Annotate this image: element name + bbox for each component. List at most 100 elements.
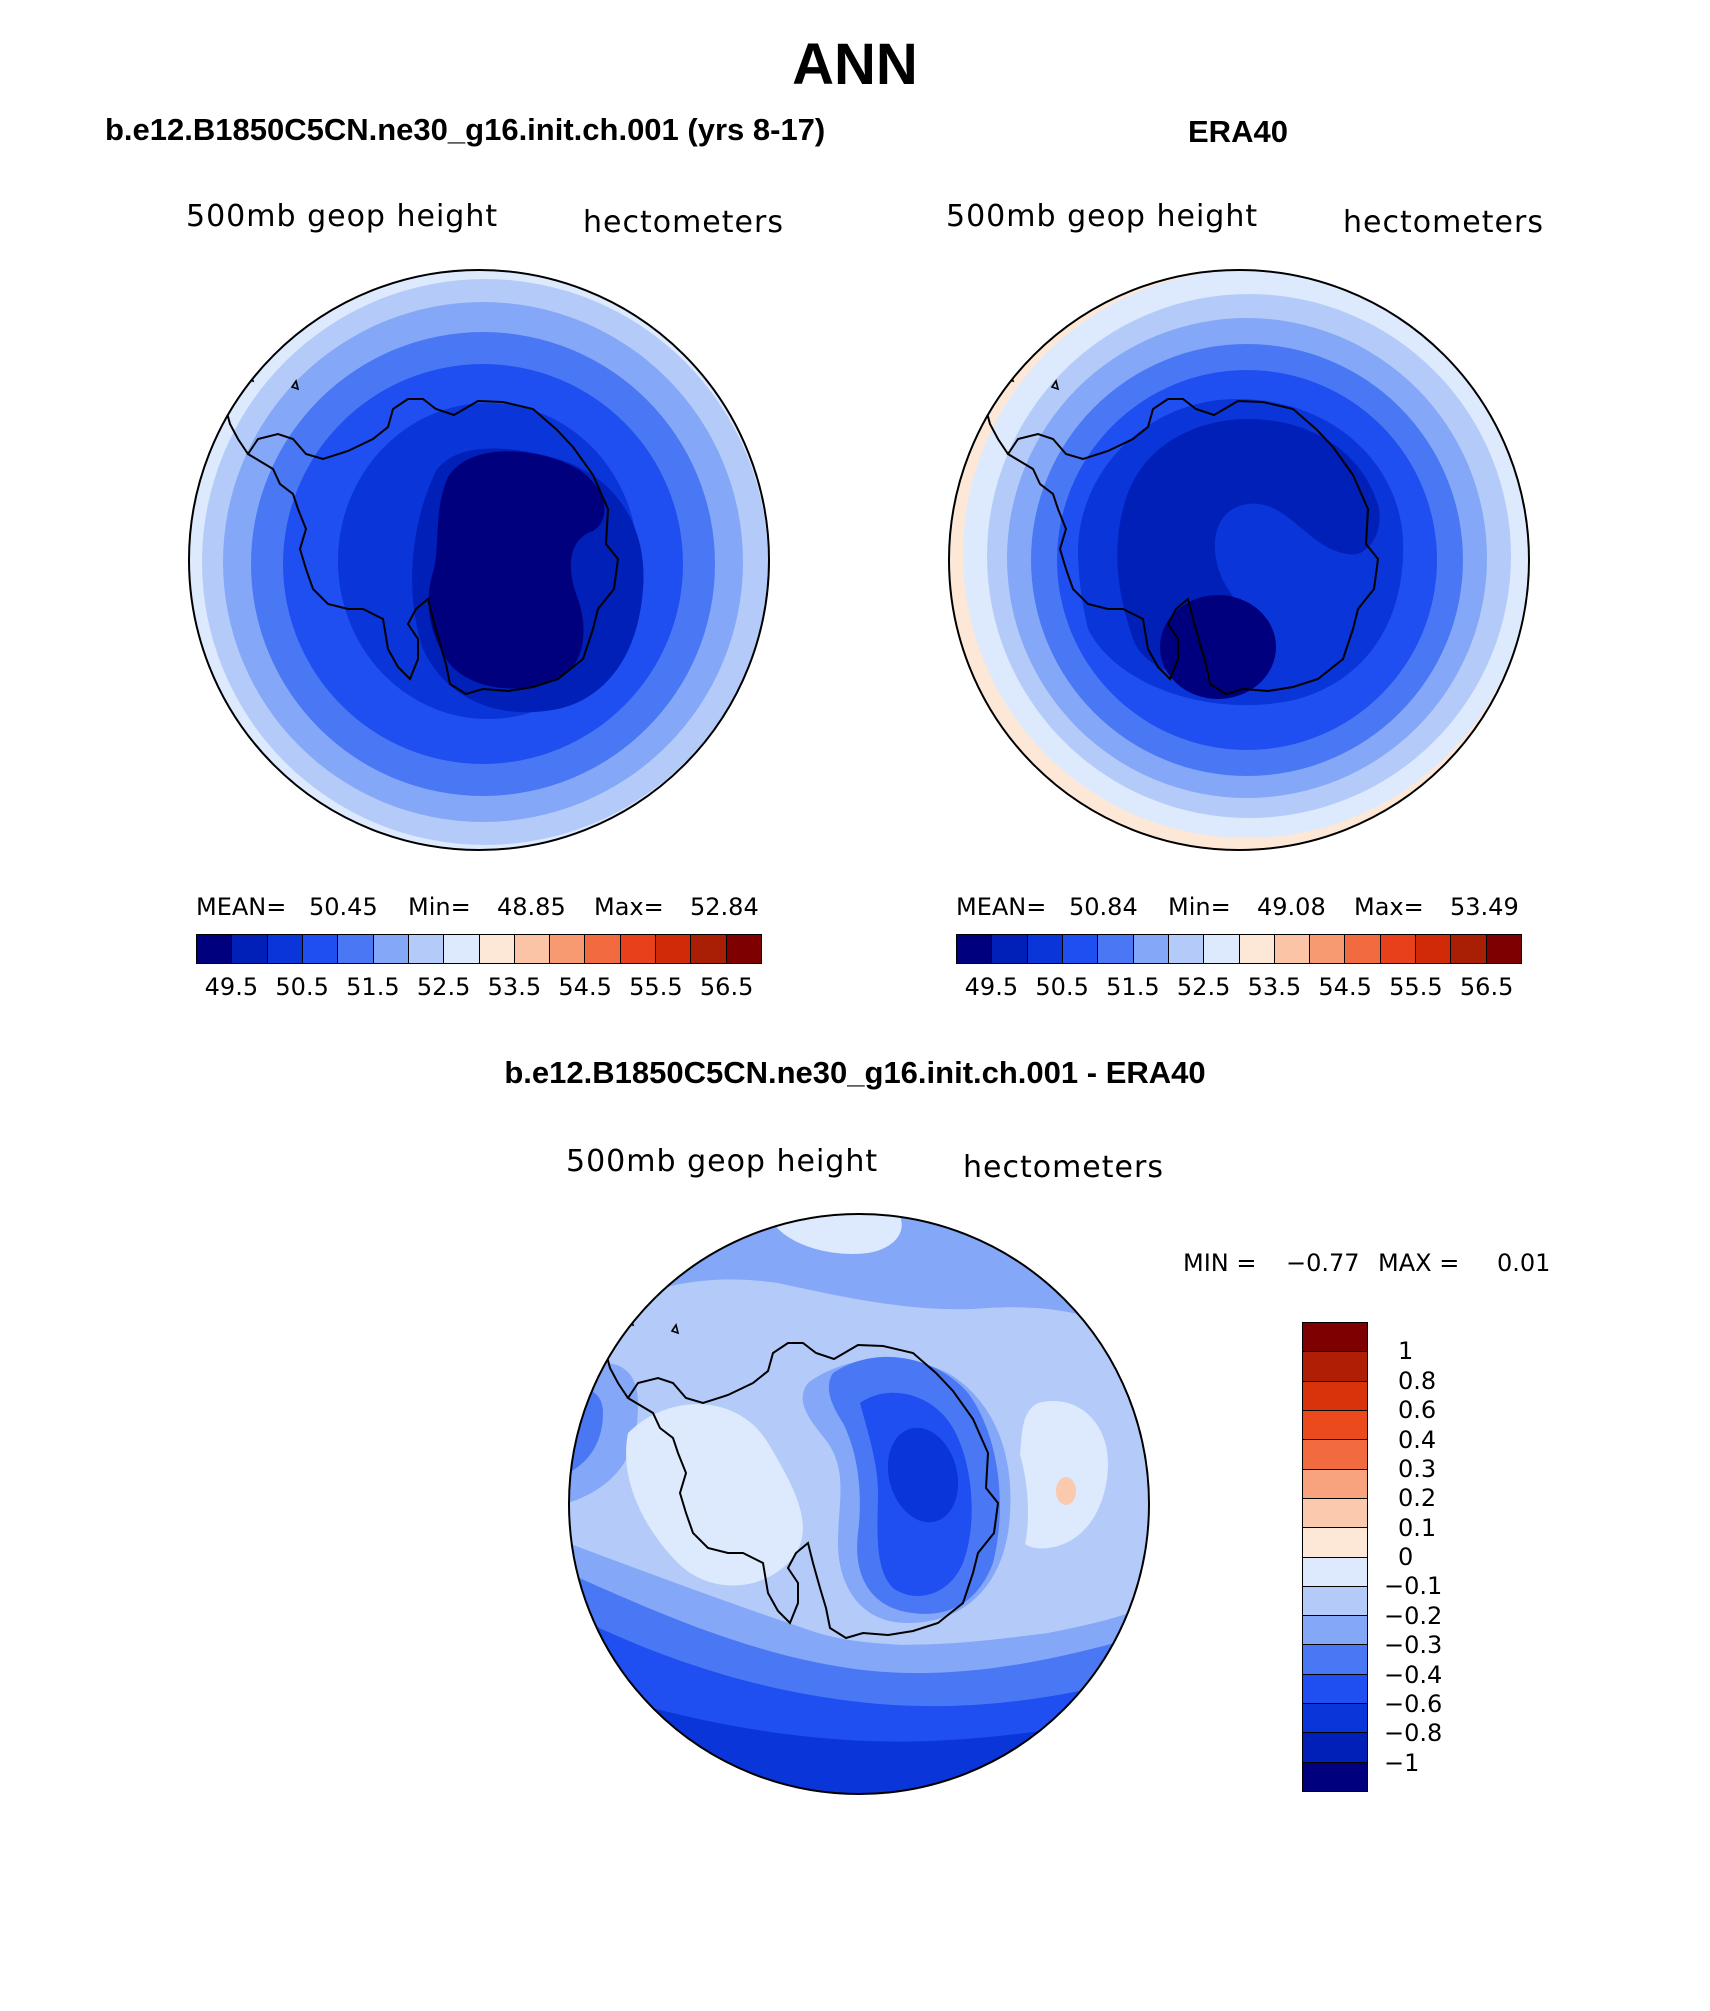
obs-colorbar-swatch	[1486, 935, 1521, 963]
diff-band-near0-top	[768, 1214, 902, 1254]
model-panel-title: b.e12.B1850C5CN.ne30_g16.init.ch.001 (yr…	[105, 112, 826, 147]
obs-colorbar-tick-label: 50.5	[1035, 973, 1089, 1001]
model-colorbar-swatch	[585, 935, 621, 963]
obs-colorbar-swatch	[1274, 935, 1311, 963]
obs-colorbar-swatch	[1027, 935, 1063, 963]
diff-colorbar-swatch	[1303, 1557, 1367, 1587]
obs-colorbar-tick-label: 55.5	[1389, 973, 1443, 1001]
diff-colorbar-swatch	[1303, 1704, 1367, 1734]
obs-min-region	[1160, 595, 1276, 699]
obs-units-label: hectometers	[1343, 205, 1544, 240]
obs-max-value: 53.49	[1450, 893, 1519, 921]
obs-polar-map	[948, 269, 1530, 851]
model-min-value: 48.85	[497, 893, 566, 921]
model-colorbar-swatch	[550, 935, 586, 963]
model-colorbar-swatch	[373, 935, 409, 963]
obs-colorbar-swatch	[1168, 935, 1205, 963]
model-colorbar-ticks: 49.5 50.5 51.5 52.5 53.5 54.5 55.5 56.5	[196, 973, 762, 1001]
model-colorbar-tick-label: 54.5	[558, 973, 612, 1001]
diff-min-label: MIN =	[1183, 1249, 1257, 1277]
model-max-value: 52.84	[690, 893, 759, 921]
obs-colorbar-swatch	[957, 935, 993, 963]
diff-colorbar-swatch	[1303, 1469, 1367, 1499]
model-colorbar-tick-label: 51.5	[346, 973, 400, 1001]
diff-colorbar-tick-label: −0.3	[1384, 1631, 1443, 1660]
diff-polar-map	[568, 1213, 1150, 1795]
diff-colorbar-swatch	[1303, 1733, 1367, 1763]
model-colorbar-tick-label: 56.5	[699, 973, 754, 1001]
obs-colorbar-tick-label: 52.5	[1176, 973, 1231, 1001]
model-mean-label: MEAN=	[196, 893, 287, 921]
model-colorbar-swatch	[444, 935, 480, 963]
model-colorbar-swatch	[514, 935, 551, 963]
obs-colorbar-ticks: 49.5 50.5 51.5 52.5 53.5 54.5 55.5 56.5	[956, 973, 1522, 1001]
diff-band-near0-right	[1012, 1401, 1108, 1549]
diff-variable-label: 500mb geop height	[566, 1144, 879, 1179]
model-colorbar-swatch	[656, 935, 692, 963]
model-colorbar-swatch	[408, 935, 445, 963]
model-colorbar-tick-label: 53.5	[487, 973, 542, 1001]
diff-colorbar-swatch	[1303, 1410, 1367, 1441]
diff-colorbar-swatch	[1303, 1528, 1367, 1558]
diff-colorbar-tick-label: 0.1	[1398, 1513, 1437, 1542]
diff-colorbar-tick-label: −0.2	[1384, 1601, 1443, 1630]
model-colorbar-swatch	[338, 935, 374, 963]
diff-colorbar-tick-label: 1	[1398, 1337, 1414, 1366]
obs-colorbar-swatch	[1204, 935, 1240, 963]
obs-colorbar-tick-label: 56.5	[1459, 973, 1514, 1001]
diff-colorbar-tick-label: 0	[1398, 1543, 1414, 1571]
diff-min-region	[887, 1427, 959, 1523]
diff-colorbar-swatch	[1303, 1616, 1367, 1646]
diff-colorbar-swatch	[1303, 1352, 1367, 1382]
diff-colorbar-tick-label: 0.4	[1398, 1425, 1437, 1454]
obs-panel-title: ERA40	[1188, 114, 1288, 149]
obs-min-label: Min=	[1168, 893, 1231, 921]
obs-colorbar-swatch	[1239, 935, 1275, 963]
obs-colorbar-swatch	[1310, 935, 1346, 963]
obs-colorbar-swatch	[1098, 935, 1134, 963]
diff-colorbar-ticks: 1 0.8 0.6 0.4 0.3 0.2 0.1 0 −0.1 −0.2 −0.3 −0.4 −0.6…	[1384, 1322, 1464, 1792]
model-colorbar-swatch	[302, 935, 339, 963]
obs-mean-value: 50.84	[1069, 893, 1138, 921]
diff-colorbar-tick-label: 0.3	[1398, 1454, 1437, 1483]
model-antarctic-coast	[246, 398, 620, 696]
model-units-label: hectometers	[583, 205, 784, 240]
model-colorbar-tick-label: 50.5	[275, 973, 329, 1001]
model-colorbar-swatch	[620, 935, 657, 963]
diff-colorbar-swatch	[1303, 1440, 1367, 1470]
obs-colorbar-swatch	[1133, 935, 1169, 963]
model-colorbar-swatch	[197, 935, 233, 963]
obs-colorbar-tick-label: 53.5	[1247, 973, 1302, 1001]
diff-colorbar-tick-label: −0.8	[1384, 1719, 1443, 1748]
obs-max-label: Max=	[1354, 893, 1424, 921]
model-colorbar-tick-label: 49.5	[204, 973, 259, 1001]
model-polar-map	[188, 269, 770, 851]
model-colorbar-tick-label: 52.5	[416, 973, 471, 1001]
diff-colorbar-tick-label: 0.6	[1398, 1396, 1437, 1425]
diff-colorbar-swatch	[1303, 1381, 1367, 1411]
diff-colorbar	[1302, 1322, 1368, 1792]
obs-variable-label: 500mb geop height	[946, 199, 1259, 234]
diff-colorbar-tick-label: 0.8	[1398, 1366, 1437, 1395]
diff-colorbar-swatch	[1303, 1674, 1367, 1705]
model-min-region	[428, 451, 605, 689]
model-colorbar-swatch	[267, 935, 303, 963]
figure-title: ANN	[792, 32, 918, 97]
diff-colorbar-swatch	[1303, 1645, 1367, 1675]
diff-panel-title: b.e12.B1850C5CN.ne30_g16.init.ch.001 - E…	[504, 1055, 1206, 1090]
model-colorbar-swatch	[232, 935, 268, 963]
obs-antarctic-coast	[1006, 398, 1380, 696]
diff-colorbar-swatch	[1303, 1762, 1367, 1791]
obs-colorbar-tick-label: 51.5	[1106, 973, 1160, 1001]
obs-colorbar-swatch	[1062, 935, 1099, 963]
model-colorbar-swatch	[691, 935, 727, 963]
diff-units-label: hectometers	[963, 1150, 1164, 1185]
diff-max-value: 0.01	[1497, 1249, 1551, 1277]
diff-colorbar-tick-label: −0.4	[1384, 1660, 1443, 1689]
obs-colorbar-swatch	[1345, 935, 1381, 963]
diff-colorbar-swatch	[1303, 1323, 1367, 1353]
obs-colorbar-swatch	[1451, 935, 1487, 963]
diff-band-near0-left	[626, 1404, 803, 1586]
diff-colorbar-swatch	[1303, 1498, 1367, 1529]
obs-colorbar-tick-label: 49.5	[964, 973, 1019, 1001]
